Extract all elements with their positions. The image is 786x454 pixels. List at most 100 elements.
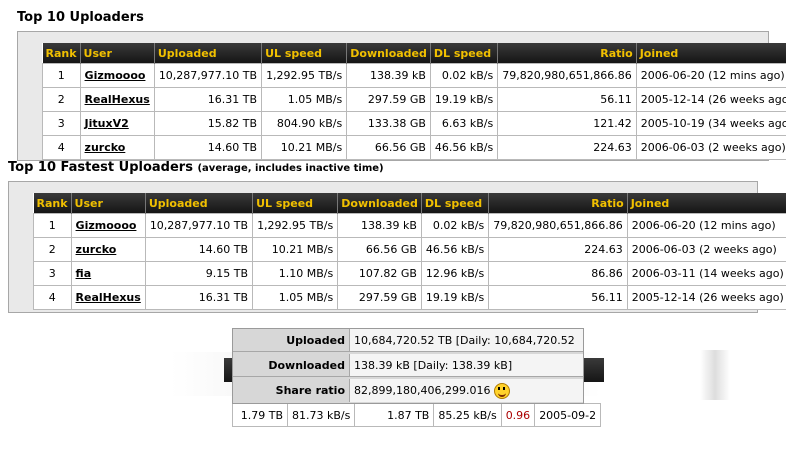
rank-cell: 2 (33, 237, 72, 262)
table-row: 3 JituxV2 15.82 TB 804.90 kB/s 133.38 GB… (42, 111, 786, 136)
col-ratio[interactable]: Ratio (497, 43, 637, 64)
rank-cell: 1 (42, 63, 81, 88)
dl-speed-cell: 19.19 kB/s (429, 87, 499, 112)
ul-speed-cell: 804.90 kB/s (261, 111, 348, 136)
ratio-cell: 0.96 (500, 403, 536, 427)
ratio-cell: 224.63 (497, 135, 637, 160)
user-link[interactable]: RealHexus (70, 285, 146, 310)
user-link[interactable]: RealHexus (79, 87, 155, 112)
downloaded-cell: 66.56 GB (346, 135, 431, 160)
joined-cell: 2005-12-14 (26 weeks ago) (635, 87, 786, 112)
downloaded-cell: 107.82 GB (337, 261, 422, 286)
fastest-uploaders-note: (average, includes inactive time) (197, 163, 384, 174)
uploaded-cell: 15.82 TB (153, 111, 263, 136)
downloaded-cell: 138.39 kB (346, 63, 431, 88)
fastest-uploaders-title: Top 10 Fastest Uploaders (average, inclu… (8, 160, 384, 175)
dl-speed-cell: 0.02 kB/s (420, 213, 490, 238)
col-rank[interactable]: Rank (33, 193, 72, 214)
dl-speed-cell: 12.96 kB/s (420, 261, 490, 286)
table-row: 3 fia 9.15 TB 1.10 MB/s 107.82 GB 12.96 … (33, 261, 786, 286)
fastest-uploaders-heading: Top 10 Fastest Uploaders (8, 160, 193, 175)
downloaded-cell: 297.59 GB (346, 87, 431, 112)
uploaded-cell: 10,287,977.10 TB (144, 213, 254, 238)
dl-speed-cell: 19.19 kB/s (420, 285, 490, 310)
rank-cell: 1 (33, 213, 72, 238)
user-link[interactable]: JituxV2 (79, 111, 155, 136)
uploaded-label: Uploaded (233, 329, 349, 352)
table-row: 2 zurcko 14.60 TB 10.21 MB/s 66.56 GB 46… (33, 237, 786, 262)
dl-speed-cell: 6.63 kB/s (429, 111, 499, 136)
col-downloaded[interactable]: Downloaded (346, 43, 431, 64)
col-rank[interactable]: Rank (42, 43, 81, 64)
downloaded-cell: 297.59 GB (337, 285, 422, 310)
table-row: 2 RealHexus 16.31 TB 1.05 MB/s 297.59 GB… (42, 87, 786, 112)
ul-speed-cell: 1,292.95 TB/s (261, 63, 348, 88)
ul-speed-cell: 81.73 kB/s (286, 403, 356, 427)
uploaded-cell: 14.60 TB (153, 135, 263, 160)
share-ratio-value: 82,899,180,406,299.016 (354, 384, 491, 397)
joined-cell: 2006-06-03 (2 weeks ago) (635, 135, 786, 160)
dl-speed-cell: 0.02 kB/s (429, 63, 499, 88)
ul-speed-cell: 1.05 MB/s (261, 87, 348, 112)
ratio-cell: 121.42 (497, 111, 637, 136)
ratio-cell: 79,820,980,651,866.86 (488, 213, 628, 238)
table-row: 1 Gizmoooo 10,287,977.10 TB 1,292.95 TB/… (33, 213, 786, 238)
downloaded-cell: 138.39 kB (337, 213, 422, 238)
col-dl-speed[interactable]: DL speed (421, 193, 490, 214)
rank-cell: 4 (42, 135, 81, 160)
dl-speed-cell: 46.56 kB/s (429, 135, 499, 160)
col-dl-speed[interactable]: DL speed (430, 43, 499, 64)
ratio-cell: 56.11 (497, 87, 637, 112)
col-ratio[interactable]: Ratio (488, 193, 628, 214)
joined-cell: 2005-10-19 (34 weeks ago) (635, 111, 786, 136)
user-link[interactable]: Gizmoooo (70, 213, 146, 238)
col-uploaded[interactable]: Uploaded (145, 193, 254, 214)
user-link[interactable]: Gizmoooo (79, 63, 155, 88)
ratio-cell: 56.11 (488, 285, 628, 310)
share-ratio-label: Share ratio (275, 384, 345, 397)
uploaded-cell: 16.31 TB (144, 285, 254, 310)
table-row: 4 RealHexus 16.31 TB 1.05 MB/s 297.59 GB… (33, 285, 786, 310)
uploaded-cell: 1.79 TB (232, 403, 288, 427)
ratio-cell: 224.63 (488, 237, 628, 262)
ul-speed-cell: 1,292.95 TB/s (252, 213, 339, 238)
share-ratio-value-cell: 82,899,180,406,299.016 (349, 379, 583, 402)
table-row: 4 zurcko 14.60 TB 10.21 MB/s 66.56 GB 46… (42, 135, 786, 160)
col-ul-speed[interactable]: UL speed (252, 193, 339, 214)
joined-cell: 2005-09-2 (534, 403, 602, 427)
table-row: 1 Gizmoooo 10,287,977.10 TB 1,292.95 TB/… (42, 63, 786, 88)
col-joined[interactable]: Joined (627, 193, 786, 214)
col-ul-speed[interactable]: UL speed (261, 43, 348, 64)
table-header-row: Rank User Uploaded UL speed Downloaded D… (33, 193, 786, 214)
background-table-row: 1.79 TB 81.73 kB/s 1.87 TB 85.25 kB/s 0.… (232, 403, 602, 427)
col-uploaded[interactable]: Uploaded (154, 43, 263, 64)
col-user[interactable]: User (71, 193, 146, 214)
user-link[interactable]: zurcko (70, 237, 146, 262)
rank-cell: 4 (33, 285, 72, 310)
col-joined[interactable]: Joined (636, 43, 786, 64)
fastest-uploaders-table: Rank User Uploaded UL speed Downloaded D… (33, 193, 786, 310)
ratio-cell: 86.86 (488, 261, 628, 286)
joined-cell: 2006-03-11 (14 weeks ago) (626, 261, 786, 286)
uploaded-value: 10,684,720.52 TB [Daily: 10,684,720.52 T… (349, 329, 583, 370)
user-link[interactable]: fia (70, 261, 146, 286)
ul-speed-cell: 10.21 MB/s (261, 135, 348, 160)
downloaded-label: Downloaded (233, 354, 349, 377)
joined-cell: 2006-06-03 (2 weeks ago) (626, 237, 786, 262)
user-link[interactable]: zurcko (79, 135, 155, 160)
background-fade-right (700, 350, 730, 400)
uploaded-cell: 10,287,977.10 TB (153, 63, 263, 88)
dl-speed-cell: 85.25 kB/s (433, 403, 502, 427)
ul-speed-cell: 1.05 MB/s (252, 285, 339, 310)
col-downloaded[interactable]: Downloaded (337, 193, 422, 214)
uploaded-cell: 9.15 TB (144, 261, 254, 286)
uploaded-row: Uploaded 10,684,720.52 TB [Daily: 10,684… (233, 329, 583, 370)
col-user[interactable]: User (80, 43, 155, 64)
rank-cell: 3 (42, 111, 81, 136)
rank-cell: 2 (42, 87, 81, 112)
table-header-row: Rank User Uploaded UL speed Downloaded D… (42, 43, 786, 64)
downloaded-cell: 133.38 GB (346, 111, 431, 136)
user-stats-popup: Uploaded 10,684,720.52 TB [Daily: 10,684… (232, 328, 584, 404)
table-row: 1.79 TB 81.73 kB/s 1.87 TB 85.25 kB/s 0.… (232, 403, 602, 427)
downloaded-cell: 1.87 TB (354, 403, 435, 427)
